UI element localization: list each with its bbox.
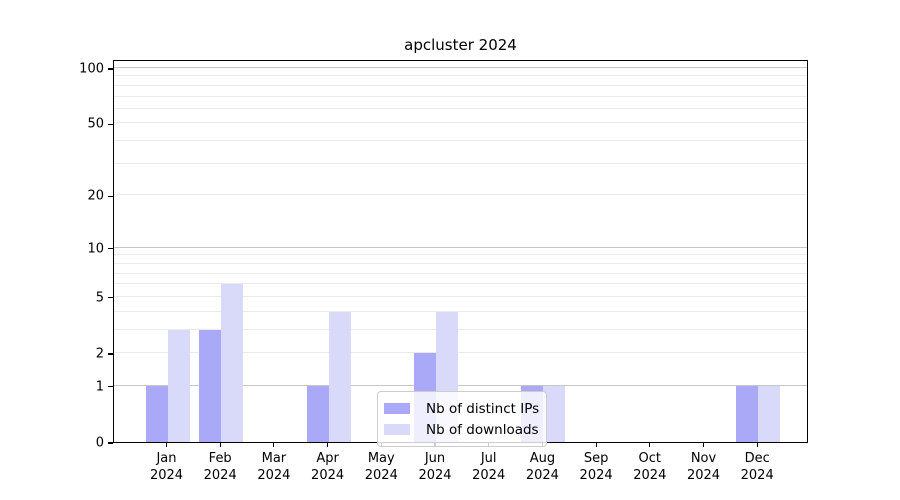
x-axis-tick-label: Sep 2024 <box>564 451 628 484</box>
major-gridline <box>114 67 807 68</box>
bar-downloads <box>167 329 190 442</box>
minor-gridline <box>114 272 807 274</box>
minor-gridline <box>114 122 807 124</box>
y-axis-tick-label: 10 <box>87 241 104 257</box>
month-label: Nov <box>690 451 717 466</box>
plot-area <box>113 60 808 443</box>
year-label: 2024 <box>740 467 774 483</box>
minor-gridline <box>114 351 807 353</box>
month-label: Jul <box>480 451 497 466</box>
bar-downloads <box>543 385 566 442</box>
x-axis-tick-label: Jan 2024 <box>135 451 199 484</box>
legend-label-downloads: Nb of downloads <box>426 421 539 438</box>
year-label: 2024 <box>525 467 559 483</box>
minor-gridline <box>114 254 807 256</box>
y-axis-tick-label: 1 <box>95 379 104 395</box>
x-axis-tick <box>219 443 221 447</box>
month-label: Jun <box>424 451 446 466</box>
bar-distinct-ips <box>145 385 168 442</box>
minor-gridline <box>114 328 807 330</box>
year-label: 2024 <box>579 467 613 483</box>
y-axis-tick <box>108 123 113 125</box>
y-axis-tick-label: 2 <box>95 346 104 362</box>
y-axis-tick <box>108 386 113 388</box>
y-axis-tick <box>108 442 113 444</box>
x-axis-tick <box>756 443 758 447</box>
year-label: 2024 <box>257 467 291 483</box>
minor-gridline <box>114 310 807 312</box>
month-label: Oct <box>638 451 662 466</box>
x-axis-tick <box>273 443 275 447</box>
x-axis-tick-label: Nov 2024 <box>672 451 736 484</box>
bar-distinct-ips <box>306 385 329 442</box>
y-axis-tick <box>108 353 113 355</box>
minor-gridline <box>114 162 807 164</box>
month-label: Aug <box>529 451 556 466</box>
minor-gridline <box>114 194 807 196</box>
bar-downloads <box>328 311 351 442</box>
legend-item-downloads: Nb of downloads <box>384 419 539 440</box>
minor-gridline <box>114 262 807 264</box>
minor-gridline <box>114 283 807 285</box>
x-axis-tick <box>702 443 705 447</box>
bar-downloads <box>221 284 244 442</box>
bar-downloads <box>758 385 781 442</box>
major-gridline <box>114 384 807 386</box>
month-label: May <box>367 451 395 466</box>
chart-title: apcluster 2024 <box>404 36 517 54</box>
year-label: 2024 <box>149 467 184 483</box>
x-axis-tick-label: Apr 2024 <box>296 451 360 484</box>
year-label: 2024 <box>472 467 506 483</box>
x-axis-tick <box>595 443 597 447</box>
month-label: Jan <box>156 451 177 466</box>
y-axis-tick-label: 100 <box>79 61 104 77</box>
minor-gridline <box>114 75 807 77</box>
month-label: Sep <box>583 451 609 466</box>
minor-gridline <box>114 295 807 297</box>
x-axis-tick <box>649 443 651 447</box>
bar-distinct-ips <box>736 385 759 442</box>
x-axis-tick <box>327 443 329 447</box>
x-axis-tick-label: Jun 2024 <box>403 451 467 484</box>
y-axis-tick <box>108 68 113 70</box>
x-axis-tick-label: Mar 2024 <box>242 451 306 484</box>
minor-gridline <box>114 140 807 142</box>
y-axis-tick-label: 5 <box>95 290 104 306</box>
minor-gridline <box>114 95 807 97</box>
x-axis-tick-label: Oct 2024 <box>618 451 682 484</box>
year-label: 2024 <box>311 467 345 483</box>
x-axis-tick <box>165 443 168 447</box>
minor-gridline <box>114 84 807 86</box>
month-label: Mar <box>261 451 287 466</box>
month-label: Feb <box>208 451 232 466</box>
y-axis-tick-label: 50 <box>87 116 104 132</box>
legend-item-distinct-ips: Nb of distinct IPs <box>384 398 540 419</box>
legend-swatch-downloads-icon <box>384 424 410 435</box>
y-axis-tick-label: 20 <box>87 188 104 204</box>
legend-swatch-distinct-ips-icon <box>384 403 410 414</box>
year-label: 2024 <box>364 467 398 483</box>
minor-gridline <box>114 107 807 109</box>
x-axis-tick-label: Feb 2024 <box>188 451 252 484</box>
legend: Nb of distinct IPs Nb of downloads <box>377 391 547 447</box>
major-gridline <box>114 246 807 248</box>
month-label: Apr <box>316 451 339 466</box>
x-axis-tick-label: Jul 2024 <box>457 451 521 484</box>
y-axis-tick-label: 0 <box>95 435 104 451</box>
y-axis-tick <box>108 248 113 250</box>
year-label: 2024 <box>203 467 237 483</box>
month-label: Dec <box>744 451 770 466</box>
bar-distinct-ips <box>199 329 222 442</box>
y-axis-tick <box>108 297 113 299</box>
x-axis-tick-label: May 2024 <box>349 451 413 484</box>
year-label: 2024 <box>633 467 667 483</box>
year-label: 2024 <box>418 467 452 483</box>
year-label: 2024 <box>686 467 721 483</box>
x-axis-tick-label: Dec 2024 <box>725 451 789 484</box>
legend-label-distinct-ips: Nb of distinct IPs <box>426 400 540 417</box>
y-axis-tick <box>108 195 113 197</box>
x-axis-tick-label: Aug 2024 <box>510 451 574 484</box>
